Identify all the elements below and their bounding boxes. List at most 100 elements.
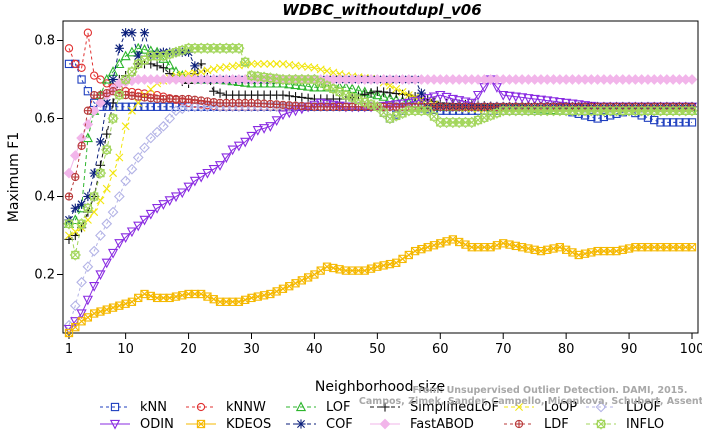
data-point-lof (284, 78, 295, 89)
data-point-knnw (71, 59, 80, 69)
legend-label: SimplifiedLOF (410, 400, 499, 415)
data-point-lof (340, 81, 351, 92)
data-point-lof (164, 59, 175, 70)
data-point-knn (587, 112, 596, 122)
data-point-ldf (71, 172, 80, 182)
data-point-simplifiedlof (278, 90, 288, 100)
legend-label: INFLO (626, 417, 664, 432)
data-point-lof (252, 77, 263, 88)
data-point-loop (134, 98, 143, 107)
data-point-loop (272, 59, 281, 68)
data-point-cof (121, 28, 131, 38)
data-point-odin (151, 204, 163, 214)
data-point-knn (650, 115, 659, 125)
data-point-simplifiedlof (372, 86, 382, 96)
data-point-odin (227, 145, 238, 156)
data-point-simplifiedlof (158, 63, 168, 73)
data-point-odin (120, 233, 131, 244)
data-point-odin (265, 122, 276, 132)
legend-marker (110, 402, 120, 412)
data-point-odin (422, 94, 433, 104)
data-point-ldof (76, 276, 87, 288)
data-point-inflo (113, 89, 126, 101)
data-point-odin (114, 239, 125, 249)
x-tick-label: 40 (306, 342, 323, 357)
data-point-odin (258, 124, 270, 134)
data-point-odin (158, 200, 169, 210)
legend-item-ldf: LDF (504, 417, 569, 432)
data-point-odin (95, 270, 106, 281)
data-point-simplifiedlof (297, 92, 307, 103)
data-point-odin (126, 227, 138, 238)
x-tick-label: 30 (243, 342, 260, 357)
data-point-inflo (101, 144, 113, 156)
data-point-odin (334, 101, 345, 112)
data-point-odin (145, 209, 156, 220)
series-loop (65, 59, 696, 240)
data-point-inflo (82, 202, 94, 214)
data-point-loop (329, 68, 338, 77)
data-point-odin (183, 182, 194, 193)
data-point-loop (316, 65, 325, 74)
legend-item-odin: ODIN (100, 417, 174, 432)
data-point-ldf (77, 141, 86, 150)
data-point-odin (579, 101, 591, 111)
legend-marker (595, 401, 607, 413)
data-point-knn (687, 118, 697, 127)
data-point-cof (127, 28, 137, 38)
data-point-inflo (239, 56, 251, 68)
data-point-simplifiedlof (209, 86, 219, 96)
data-point-knn (140, 102, 149, 111)
legend-label: ODIN (140, 417, 174, 432)
data-point-odin (221, 153, 232, 164)
data-point-loop (323, 66, 331, 75)
data-point-knn (146, 102, 155, 111)
legend-label: COF (326, 417, 353, 432)
data-point-odin (202, 168, 213, 179)
data-point-odin (447, 94, 458, 105)
data-point-loop (115, 153, 124, 162)
data-point-odin (523, 94, 534, 104)
chart-title: WDBC_withoutdupl_v06 (282, 1, 481, 19)
data-point-odin (208, 165, 219, 175)
watermark-line-2: Campos, Zimek, Sander, Campello, Micenko… (359, 396, 702, 407)
data-point-odin (133, 221, 144, 232)
series-line-lof (68, 47, 692, 225)
legend-marker (379, 418, 391, 430)
data-point-cof (114, 43, 124, 53)
data-point-ldof (120, 175, 132, 187)
data-point-odin (516, 93, 528, 104)
data-point-odin (139, 215, 150, 226)
data-point-inflo (384, 112, 396, 125)
data-point-knn (178, 102, 187, 111)
data-point-knnw (64, 44, 74, 53)
legend-item-inflo: INFLO (586, 417, 664, 432)
data-point-odin (504, 91, 515, 102)
data-point-knn (681, 118, 690, 127)
series-lof (63, 42, 698, 228)
legend-label: KDEOS (226, 417, 271, 432)
data-point-loop (184, 69, 193, 78)
data-point-inflo (63, 218, 75, 230)
data-point-odin (214, 161, 226, 171)
plot-frame (62, 20, 699, 334)
data-point-knn (656, 118, 665, 127)
data-point-odin (460, 97, 471, 108)
data-point-odin (498, 90, 509, 101)
data-point-ldof (145, 132, 157, 144)
x-tick-label: 80 (558, 342, 575, 357)
data-point-odin (472, 90, 484, 101)
data-point-odin (535, 95, 547, 106)
x-tick-label: 50 (369, 342, 386, 357)
data-point-lof (309, 81, 320, 92)
data-point-simplifiedlof (303, 93, 313, 103)
data-point-ldof (132, 152, 144, 163)
data-point-simplifiedlof (284, 91, 294, 101)
data-point-lof (296, 80, 307, 90)
data-point-odin (271, 116, 282, 127)
data-point-odin (233, 141, 245, 152)
series-line-loop (68, 63, 692, 236)
series-simplifiedlof (64, 59, 697, 244)
data-point-knn (599, 112, 609, 122)
